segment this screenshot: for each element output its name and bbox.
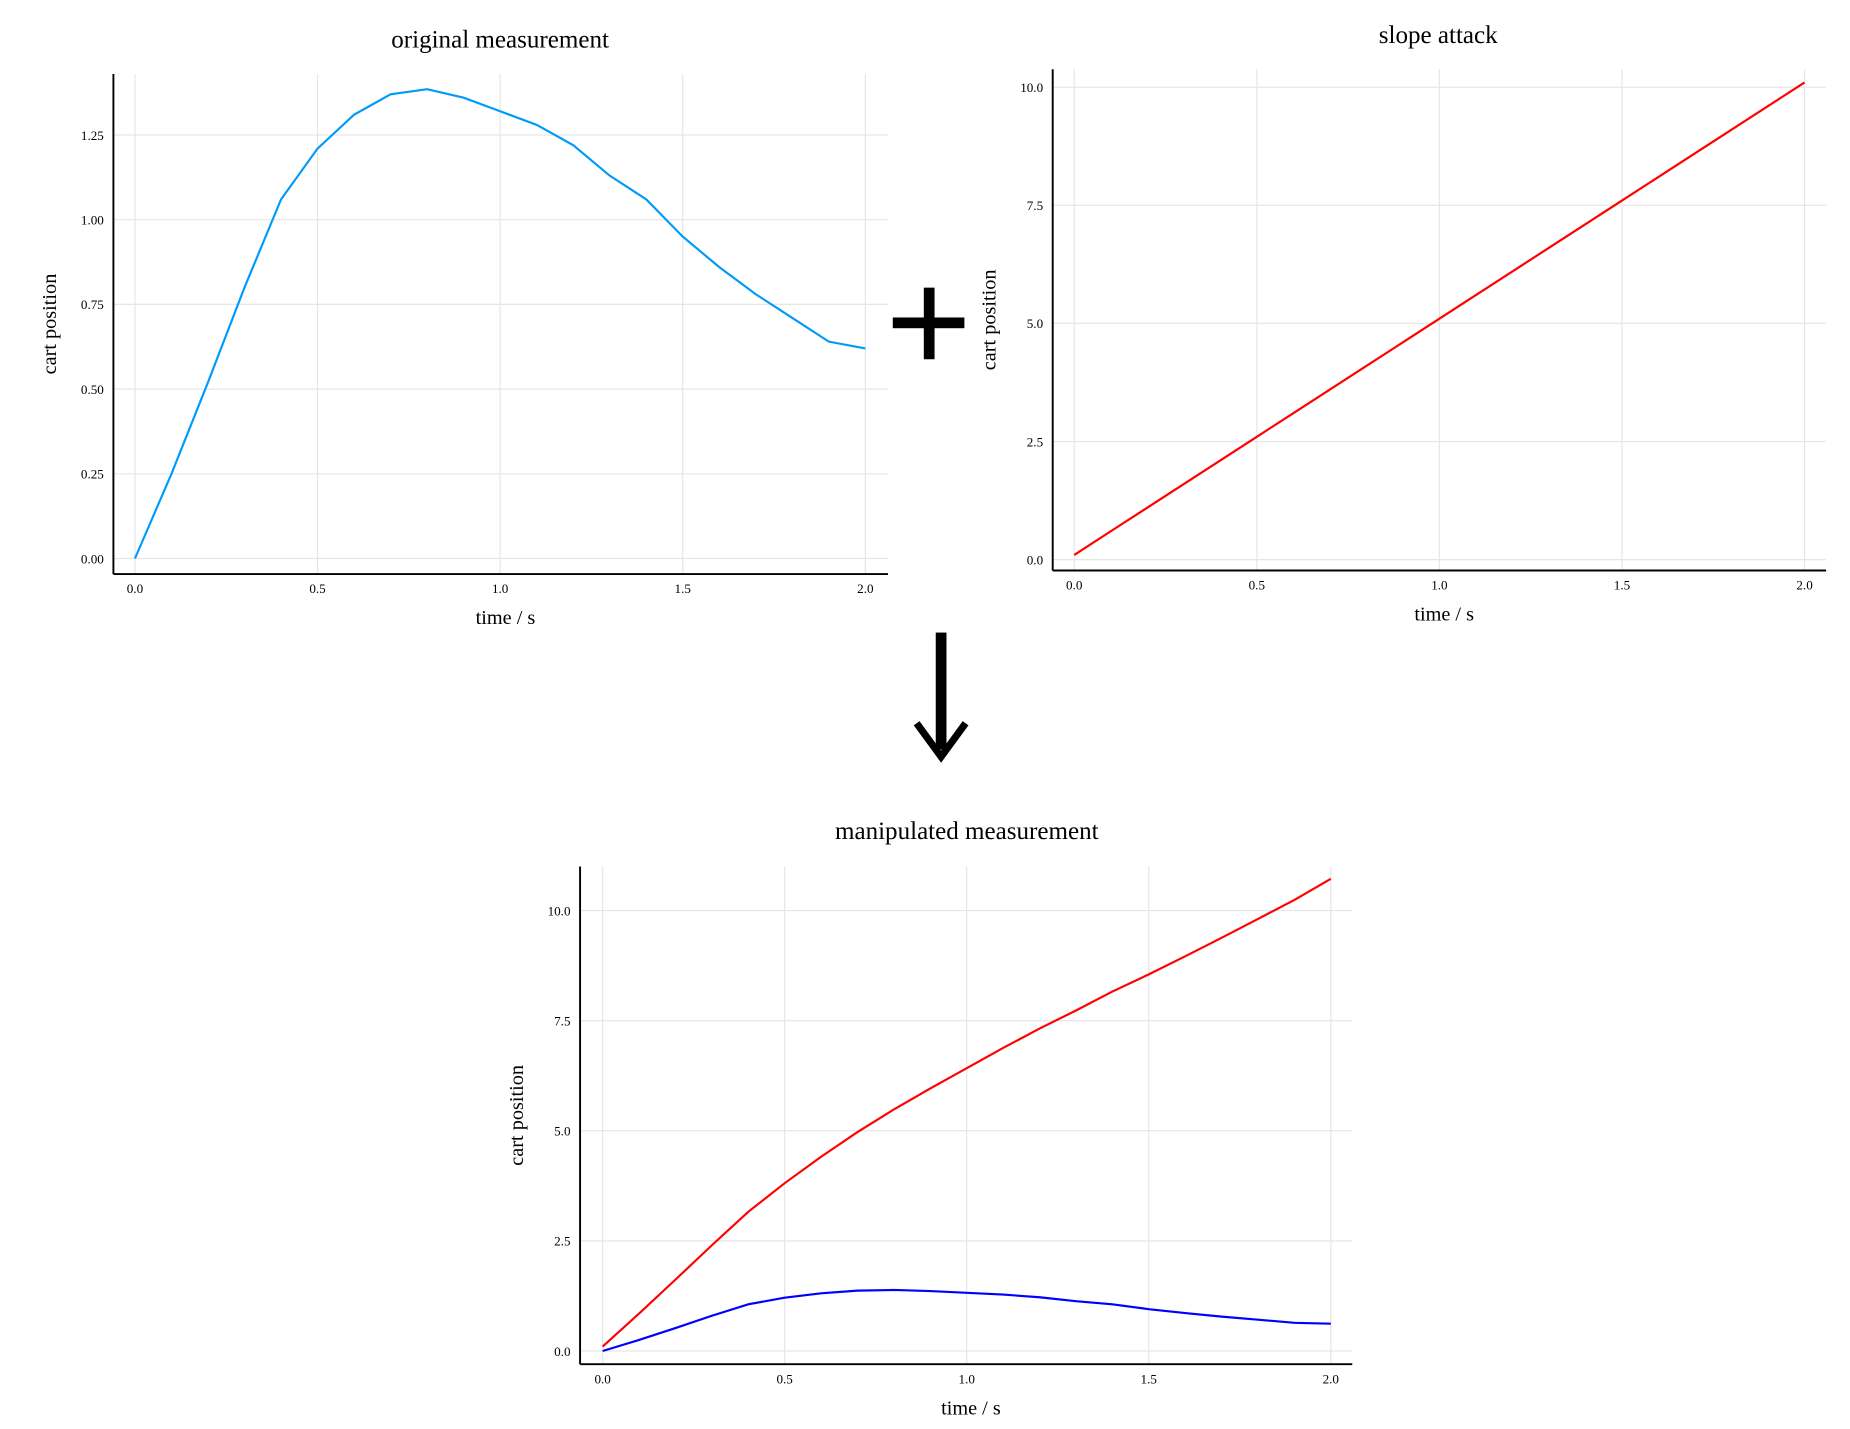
y-tick-label: 5.0 [1027,316,1044,331]
plus-sign [892,287,965,360]
x-tick-label: 0.0 [1066,578,1083,593]
x-tick-label: 1.5 [1614,578,1631,593]
y-axis-label: cart position [39,274,61,375]
x-axis-label: time / s [1414,604,1474,626]
arrow-head [913,721,969,763]
y-tick-label: 0.0 [554,1344,571,1359]
x-tick-label: 0.5 [309,581,326,596]
y-tick-label: 0.25 [81,467,104,482]
data-line [601,877,1332,1348]
y-axis-label: cart position [978,269,1000,370]
data-line [602,1288,1331,1353]
y-tick-label: 0.0 [1027,552,1044,567]
y-tick-label: 0.75 [81,297,104,312]
chart: 0.0 0.5 1.0 1.5 2.0 0.0 2.5 5.0 7.5 10.0 manipulat… [506,818,1353,1419]
chart: 0.0 0.5 1.0 1.5 2.0 0.0 2.5 5.0 7.5 10.0 slope att… [978,22,1827,626]
x-tick-label: 0.0 [127,581,144,596]
x-axis-label: time / s [476,607,536,629]
chart: 0.0 0.5 1.0 1.5 2.0 0.00 0.25 0.50 0.75 1.00 1.25 o… [39,27,889,629]
chart-title: slope attack [1379,22,1498,49]
x-tick-label: 1.5 [1141,1371,1158,1386]
x-tick-label: 1.0 [492,581,509,596]
y-tick-label: 2.5 [554,1234,571,1249]
data-line [1073,81,1806,556]
x-tick-label: 1.0 [1431,578,1448,593]
x-tick-label: 1.0 [959,1371,976,1386]
y-tick-label: 10.0 [548,903,571,918]
down-arrow [913,632,969,763]
y-tick-label: 0.00 [81,551,104,566]
chart-title: manipulated measurement [835,818,1099,845]
x-tick-label: 1.5 [675,581,692,596]
y-tick-label: 10.0 [1020,80,1043,95]
y-axis-label: cart position [506,1065,528,1166]
chart-title: original measurement [391,27,609,54]
x-tick-label: 0.5 [776,1371,793,1386]
y-tick-label: 1.25 [81,128,104,143]
y-tick-label: 7.5 [554,1013,571,1028]
plus-vertical [923,287,935,360]
y-tick-label: 5.0 [554,1124,571,1139]
x-tick-label: 2.0 [1323,1371,1340,1386]
x-tick-label: 2.0 [857,581,874,596]
x-axis-label: time / s [941,1397,1001,1419]
arrow-shaft [935,632,947,750]
y-tick-label: 0.50 [81,382,104,397]
y-tick-label: 7.5 [1027,198,1044,213]
y-tick-label: 1.00 [81,212,104,227]
data-line [133,88,866,559]
y-tick-label: 2.5 [1027,434,1044,449]
x-tick-label: 0.0 [594,1371,611,1386]
x-tick-label: 2.0 [1796,578,1813,593]
x-tick-label: 0.5 [1249,578,1266,593]
